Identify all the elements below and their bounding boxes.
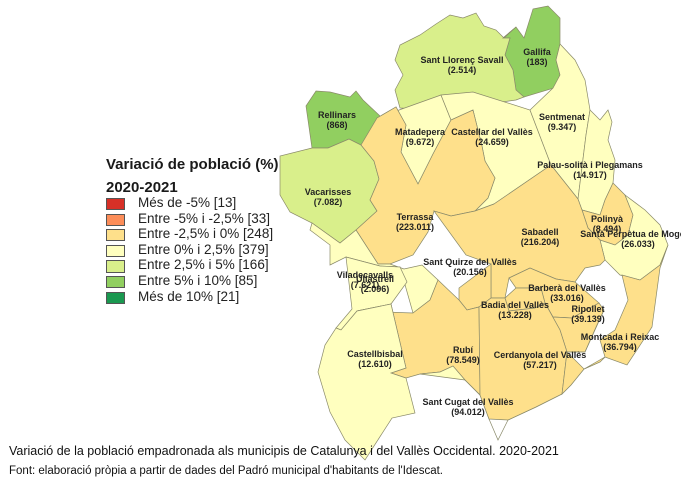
svg-text:Sabadell(216.204): Sabadell (216.204) <box>521 227 560 247</box>
svg-text:Ripollet(39.139): Ripollet (39.139) <box>571 304 605 324</box>
svg-text:Gallifa(183): Gallifa (183) <box>523 47 552 67</box>
svg-text:Terrassa(223.011): Terrassa (223.011) <box>396 212 434 232</box>
svg-text:Ullastrell(2.096): Ullastrell (2.096) <box>356 274 394 294</box>
